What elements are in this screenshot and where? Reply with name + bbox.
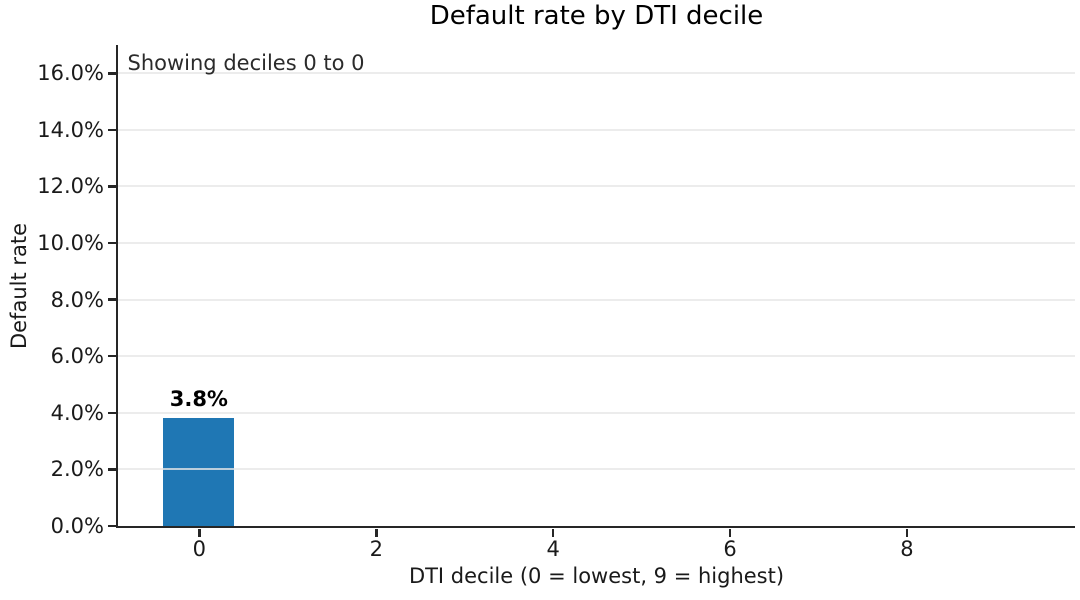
y-tick-mark (107, 468, 116, 471)
x-tick-mark (905, 528, 909, 537)
y-tick-label: 2.0% (50, 457, 104, 482)
x-axis-label: DTI decile (0 = lowest, 9 = highest) (408, 564, 785, 588)
y-tick-mark (107, 411, 116, 415)
y-tick-label: 0.0% (50, 514, 104, 538)
y-tick-label: 12.0% (37, 174, 104, 199)
gridline (117, 298, 1075, 301)
y-tick-mark (107, 298, 116, 301)
gridline (117, 468, 1075, 471)
x-tick-label: 0 (192, 537, 207, 561)
y-tick-label: 6.0% (50, 344, 104, 369)
y-tick-label: 8.0% (50, 287, 104, 312)
gridline (117, 411, 1075, 414)
x-tick-mark (198, 528, 201, 537)
y-tick-mark (107, 128, 116, 132)
plot-area: 3.8% Showing deciles 0 to 0 (115, 45, 1075, 528)
gridline (117, 242, 1075, 245)
x-tick-label: 2 (369, 537, 383, 561)
gridline (117, 355, 1075, 358)
x-tick-mark (728, 528, 732, 537)
y-tick-label: 10.0% (37, 231, 104, 256)
y-tick-label: 14.0% (37, 117, 104, 142)
y-tick-mark (107, 354, 116, 358)
x-tick-label: 4 (546, 537, 560, 561)
y-tick-label: 4.0% (50, 400, 104, 425)
x-tick-label: 6 (723, 537, 737, 561)
chart-title: Default rate by DTI decile (429, 1, 764, 31)
y-tick-mark (107, 524, 116, 528)
x-tick-label: 8 (900, 537, 914, 561)
y-tick-label: 16.0% (37, 61, 104, 86)
gridline (117, 128, 1075, 131)
x-tick-mark (551, 528, 555, 537)
x-tick-mark (375, 528, 378, 537)
y-tick-mark (107, 241, 116, 245)
y-tick-mark (107, 185, 116, 188)
gridline (117, 185, 1075, 188)
y-tick-mark (107, 72, 116, 75)
bar-value-label: 3.8% (169, 387, 228, 412)
bar (163, 418, 235, 526)
annotation-text: Showing deciles 0 to 0 (127, 51, 365, 75)
